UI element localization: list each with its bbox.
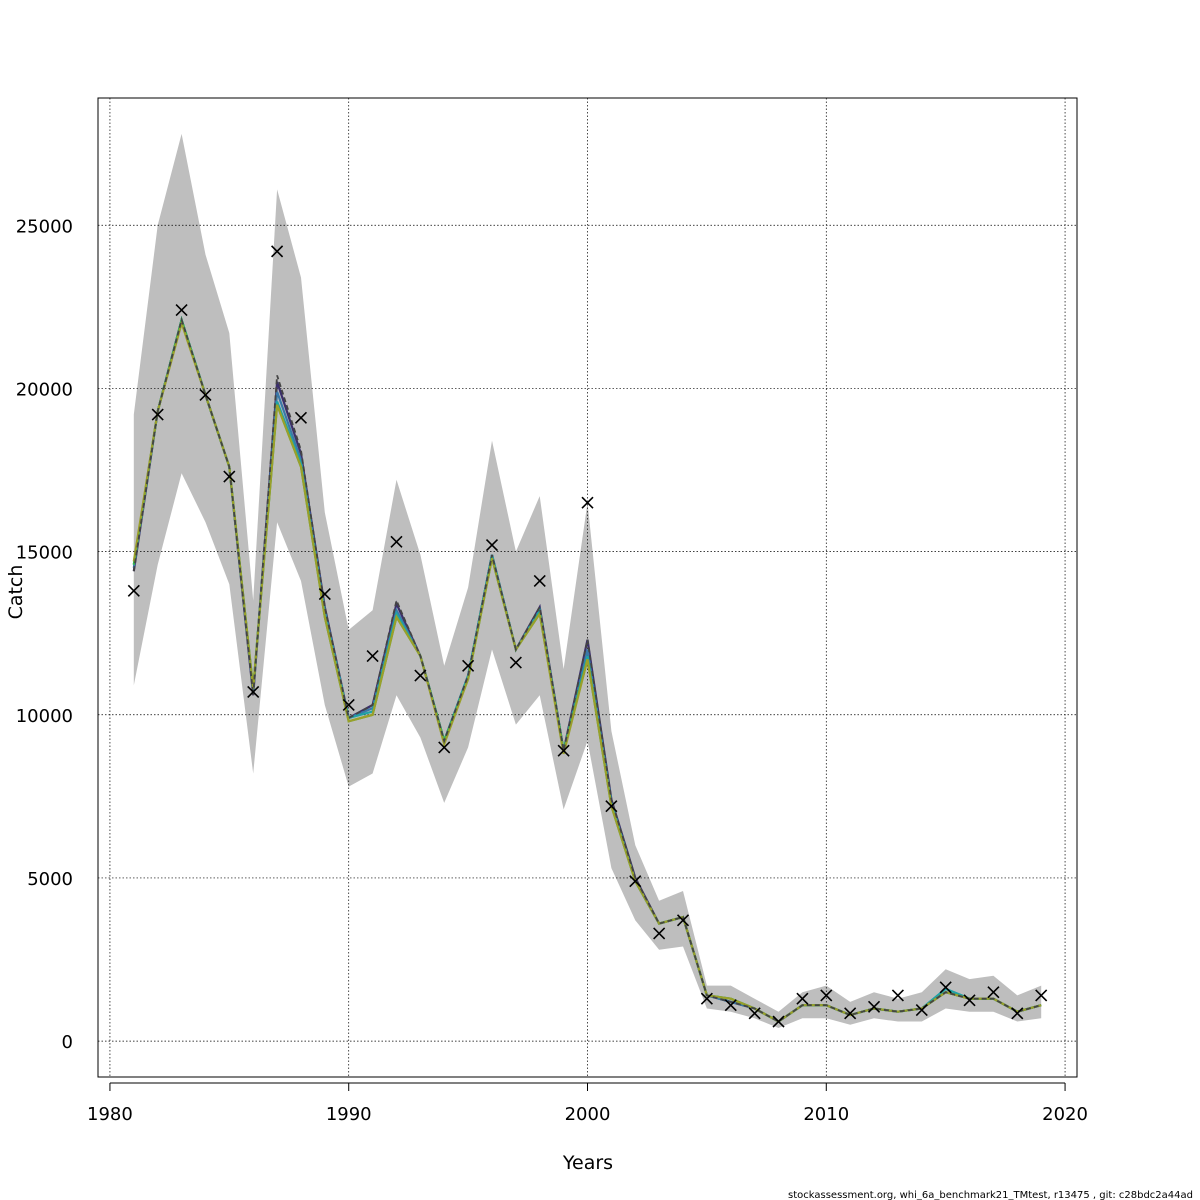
observed-point [748,1007,761,1020]
y-tick-label: 10000 [16,706,73,727]
x-axis: 1980 1990 2000 2010 2020 [87,1082,1088,1125]
observed-point [891,989,904,1002]
footer-text: stockassessment.org, whi_6a_benchmark21_… [788,1190,1193,1200]
x-tick-label: 2020 [1042,1104,1088,1125]
y-tick-label: 20000 [16,379,73,400]
observed-point [724,999,737,1012]
observed-point [987,986,1000,999]
observed-point [844,1007,857,1020]
observed-point [414,669,427,682]
observed-point [199,388,212,402]
observed-point [867,1000,881,1013]
series-lines [132,315,1042,1023]
observed-point [247,685,260,698]
observed-point [318,587,331,601]
observed-point [915,1004,928,1017]
series-line-4 [132,319,1042,1023]
observed-point [820,989,833,1002]
y-axis-title: Catch [5,565,27,620]
observed-point [963,994,976,1007]
observed-point [438,741,451,754]
observed-point [127,584,140,597]
observed-point [676,914,690,927]
observed-point [533,574,546,588]
observed-point [557,744,570,757]
y-tick-label: 0 [62,1032,73,1053]
plot-frame [97,97,1078,1078]
observed-point [223,470,236,483]
observed-point [605,800,618,813]
x-axis-title: Years [562,1152,613,1174]
confidence-band [133,133,1042,1028]
grid-lines [98,98,1077,1077]
observed-point [294,411,308,424]
observed-point [509,656,522,669]
observed-point [796,992,809,1005]
observed-point [462,659,475,672]
observed-point [485,539,499,552]
observed-points [127,245,1048,1028]
y-tick-label: 25000 [16,216,73,237]
x-tick-label: 2000 [565,1104,611,1125]
y-tick-label: 5000 [27,869,73,890]
observed-point [342,698,355,712]
observed-point [939,981,952,994]
y-axis: 0 5000 10000 15000 20000 25000 [16,216,73,1053]
observed-point [390,535,403,548]
observed-point [581,496,594,509]
observed-point [772,1015,785,1028]
observed-point [1011,1007,1024,1020]
observed-point [175,304,188,317]
observed-point [271,245,284,258]
observed-point [1035,989,1048,1002]
y-tick-label: 15000 [16,543,73,564]
series-line-5 [132,316,1042,1023]
observed-point [653,927,666,940]
x-tick-label: 2010 [803,1104,849,1125]
observed-point [151,408,164,421]
x-tick-label: 1980 [87,1104,133,1125]
x-tick-label: 1990 [326,1104,372,1125]
observed-point [366,649,379,663]
observed-point [700,992,713,1005]
observed-point [629,875,642,888]
